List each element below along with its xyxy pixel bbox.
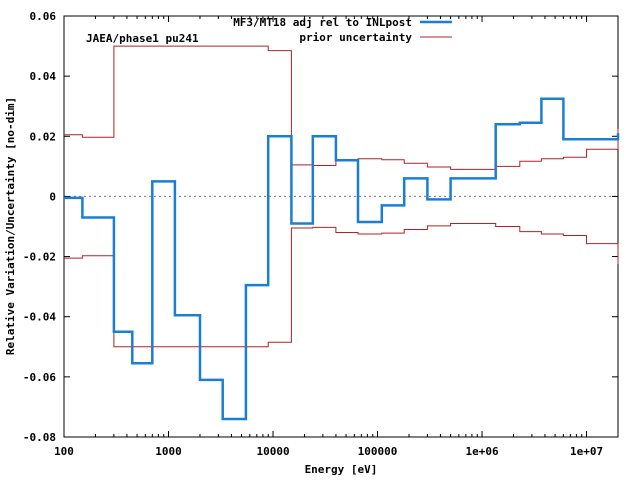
x-tick-label: 1e+07 bbox=[570, 445, 603, 458]
x-tick-label: 10000 bbox=[256, 445, 289, 458]
y-tick-label: -0.04 bbox=[23, 311, 56, 324]
y-tick-label: -0.02 bbox=[23, 251, 56, 264]
x-tick-label: 1000 bbox=[155, 445, 182, 458]
y-axis-title: Relative Variation/Uncertainty [no-dim] bbox=[4, 97, 17, 355]
plot-area bbox=[63, 15, 619, 438]
legend: MF3/MT18 adj rel to INLpost prior uncert… bbox=[233, 16, 452, 44]
legend-label-prior: prior uncertainty bbox=[299, 31, 412, 44]
y-tick-label: 0.04 bbox=[30, 70, 57, 83]
series-prior-upper bbox=[64, 45, 619, 170]
y-tick-label: -0.06 bbox=[23, 371, 56, 384]
x-tick-label: 100000 bbox=[358, 445, 398, 458]
y-tick-label: 0 bbox=[49, 190, 56, 203]
x-tick-label: 1e+06 bbox=[465, 445, 498, 458]
chart-annotation: JAEA/phase1 pu241 bbox=[86, 32, 199, 45]
series-adjustment bbox=[64, 97, 620, 421]
y-tick-label: 0.02 bbox=[30, 130, 57, 143]
y-tick-label: -0.08 bbox=[23, 431, 56, 444]
x-tick-label: 100 bbox=[54, 445, 74, 458]
y-tick-label: 0.06 bbox=[30, 10, 57, 23]
legend-label-adj: MF3/MT18 adj rel to INLpost bbox=[233, 16, 412, 29]
series-prior-lower bbox=[64, 223, 619, 348]
x-axis-title: Energy [eV] bbox=[305, 463, 378, 476]
